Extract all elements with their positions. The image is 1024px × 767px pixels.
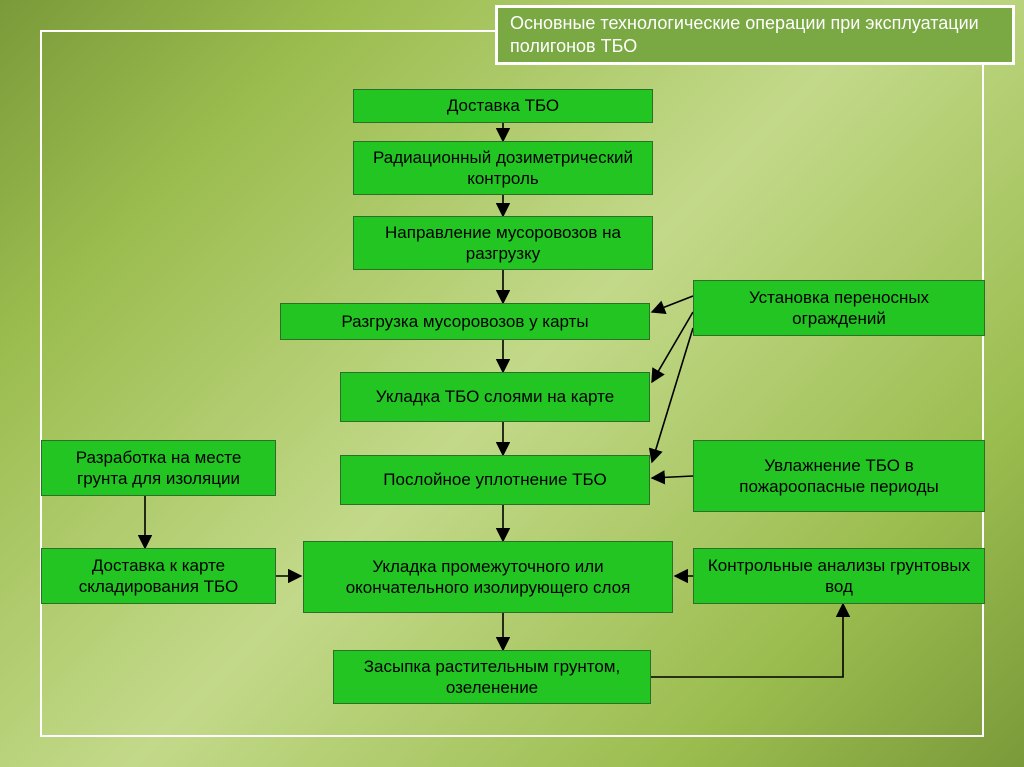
flow-node-label: Послойное уплотнение ТБО xyxy=(383,469,606,490)
flow-node-nR2: Увлажнение ТБО в пожароопасные периоды xyxy=(693,440,985,512)
flow-node-label: Разгрузка мусоровозов у карты xyxy=(341,311,588,332)
flow-node-nL2: Доставка к карте складирования ТБО xyxy=(41,548,276,604)
flow-node-n7: Укладка промежуточного или окончательног… xyxy=(303,541,673,613)
flow-node-n1: Доставка ТБО xyxy=(353,89,653,123)
flow-node-nR3: Контрольные анализы грунтовых вод xyxy=(693,548,985,604)
flow-node-label: Установка переносных ограждений xyxy=(702,287,976,330)
flow-node-label: Контрольные анализы грунтовых вод xyxy=(702,555,976,598)
flow-node-n5: Укладка ТБО слоями на карте xyxy=(340,372,650,422)
title-text: Основные технологические операции при эк… xyxy=(510,12,1000,59)
flow-node-n3: Направление мусоровозов на разгрузку xyxy=(353,216,653,270)
flow-node-label: Увлажнение ТБО в пожароопасные периоды xyxy=(702,455,976,498)
flow-node-label: Разработка на месте грунта для изоляции xyxy=(50,447,267,490)
flow-node-label: Укладка промежуточного или окончательног… xyxy=(312,556,664,599)
flow-node-label: Направление мусоровозов на разгрузку xyxy=(362,222,644,265)
flow-node-label: Доставка ТБО xyxy=(447,95,559,116)
flow-node-label: Засыпка растительным грунтом, озеленение xyxy=(342,656,642,699)
flow-node-n2: Радиационный дозиметрический контроль xyxy=(353,141,653,195)
flow-node-n4: Разгрузка мусоровозов у карты xyxy=(280,303,650,340)
title-box: Основные технологические операции при эк… xyxy=(495,5,1015,65)
flow-node-label: Радиационный дозиметрический контроль xyxy=(362,147,644,190)
flow-node-nL1: Разработка на месте грунта для изоляции xyxy=(41,440,276,496)
flow-node-label: Укладка ТБО слоями на карте xyxy=(376,386,614,407)
flow-node-nR1: Установка переносных ограждений xyxy=(693,280,985,336)
flow-node-label: Доставка к карте складирования ТБО xyxy=(50,555,267,598)
flow-node-n8: Засыпка растительным грунтом, озеленение xyxy=(333,650,651,704)
flow-node-n6: Послойное уплотнение ТБО xyxy=(340,455,650,505)
slide-background: Основные технологические операции при эк… xyxy=(0,0,1024,767)
